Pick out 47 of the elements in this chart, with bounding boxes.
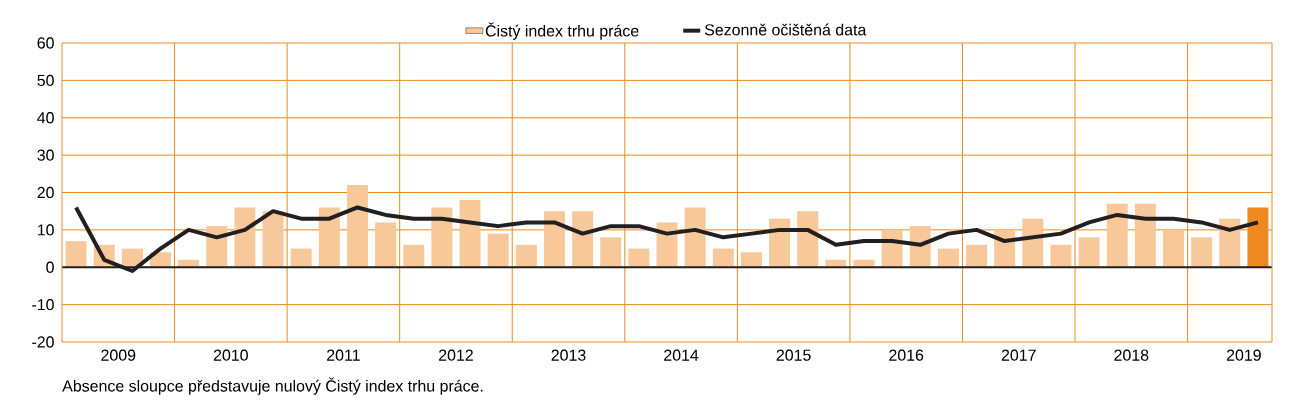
bar (600, 237, 622, 268)
bar (346, 185, 368, 268)
text: Absence sloupce představuje nulový Čistý index trhu práce. (62, 377, 483, 395)
x-tick-label: 2012 (439, 349, 473, 361)
bar (1050, 244, 1072, 268)
legend-label: Sezonně očištěná data (704, 23, 867, 36)
x-tick-label: 2014 (664, 349, 699, 361)
bar (937, 248, 959, 268)
y-tick-label: 50 (37, 74, 54, 87)
y-tick-label: -20 (32, 336, 54, 348)
y-tick-label: 20 (37, 186, 54, 199)
bar (290, 248, 312, 268)
bar (375, 222, 397, 268)
bar (712, 248, 734, 268)
bar (1106, 203, 1128, 268)
bar (459, 199, 481, 268)
bar (262, 211, 284, 268)
bar (1134, 203, 1156, 268)
x-tick-label: 2015 (776, 349, 811, 361)
y-tick-label: -10 (32, 298, 54, 311)
y-tick-label: 10 (37, 224, 54, 236)
x-tick-label: 2011 (327, 349, 360, 361)
bar (1191, 237, 1213, 268)
bar (318, 207, 340, 268)
x-tick-label: 2010 (213, 349, 248, 361)
bar (628, 248, 650, 268)
bar (740, 252, 762, 268)
y-tick-label: 0 (46, 261, 54, 273)
bar (1247, 207, 1269, 268)
bar (684, 207, 706, 268)
bar (487, 233, 509, 268)
bar (515, 244, 537, 268)
x-tick-label: 2013 (551, 349, 586, 361)
x-tick-label: 2017 (1001, 349, 1036, 361)
x-tick-label: 2018 (1114, 349, 1149, 361)
y-tick-label: 30 (37, 149, 54, 161)
bar (1078, 237, 1100, 268)
bar (966, 244, 988, 268)
y-tick-label: 60 (37, 37, 54, 49)
bar (1163, 229, 1185, 268)
bar (65, 241, 87, 268)
x-tick-label: 2016 (889, 349, 924, 361)
y-tick-label: 40 (37, 112, 54, 124)
x-tick-label: 2009 (101, 349, 136, 361)
bar (403, 244, 425, 268)
legend-label: Čistý index trhu práce (485, 22, 639, 40)
x-tick-label: 2019 (1226, 349, 1261, 361)
